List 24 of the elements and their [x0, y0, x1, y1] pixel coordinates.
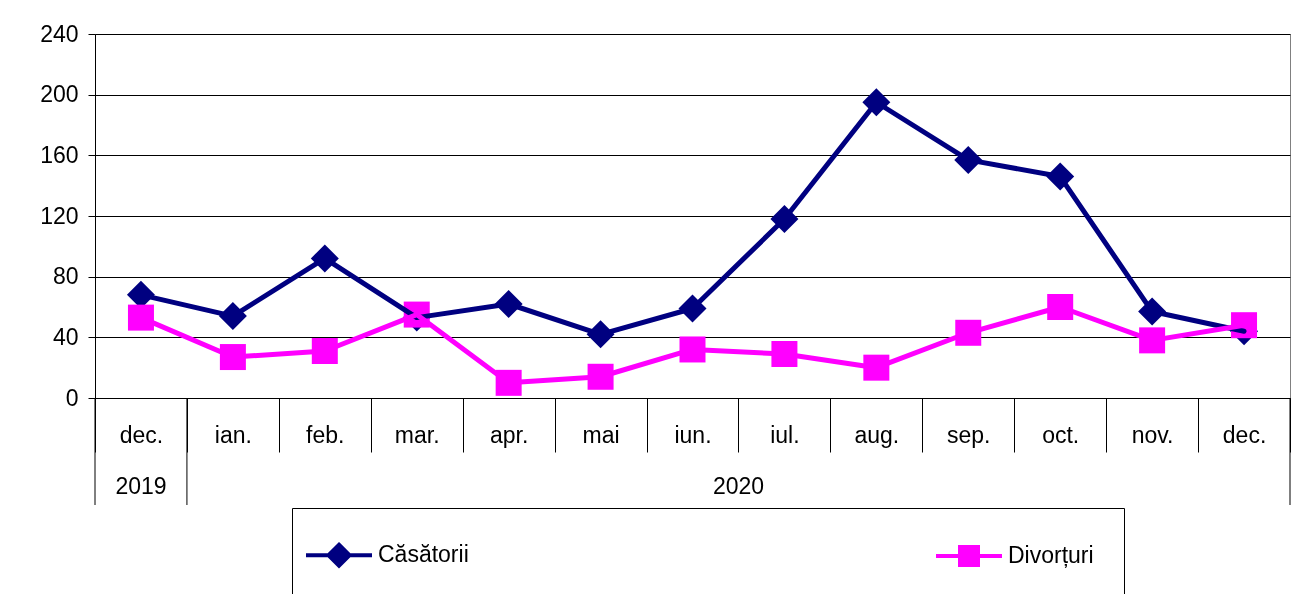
x-tick-label: mar. [394, 421, 440, 448]
y-tick-label: 240 [40, 20, 79, 47]
y-tick-label: 40 [52, 323, 79, 350]
x-tick-label: iul. [770, 421, 800, 448]
x-tick-label: aug. [854, 421, 900, 448]
x-tick-label: oct. [1042, 421, 1080, 448]
x-tick-label: feb. [306, 421, 345, 448]
x-tick-label: ian. [214, 421, 252, 448]
x-tick-label: sep. [947, 421, 991, 448]
x-tick-label: iun. [674, 421, 712, 448]
x-tick-label: nov. [1131, 421, 1174, 448]
y-tick-label: 120 [40, 202, 79, 229]
text: 2020 [712, 473, 765, 499]
x-tick-label: apr. [489, 421, 529, 448]
x-tick-label: dec. [1222, 421, 1267, 448]
y-tick-label: 80 [52, 263, 79, 290]
y-tick-label: 200 [40, 81, 79, 108]
legend-label: Căsătorii [378, 541, 469, 568]
y-tick-label: 160 [40, 141, 79, 168]
legend-label: Divorțuri [1008, 542, 1094, 568]
x-tick-label: mai [582, 421, 620, 448]
x-tick-label: dec. [119, 421, 164, 448]
text: 2019 [115, 473, 167, 499]
y-tick-label: 0 [65, 384, 79, 411]
